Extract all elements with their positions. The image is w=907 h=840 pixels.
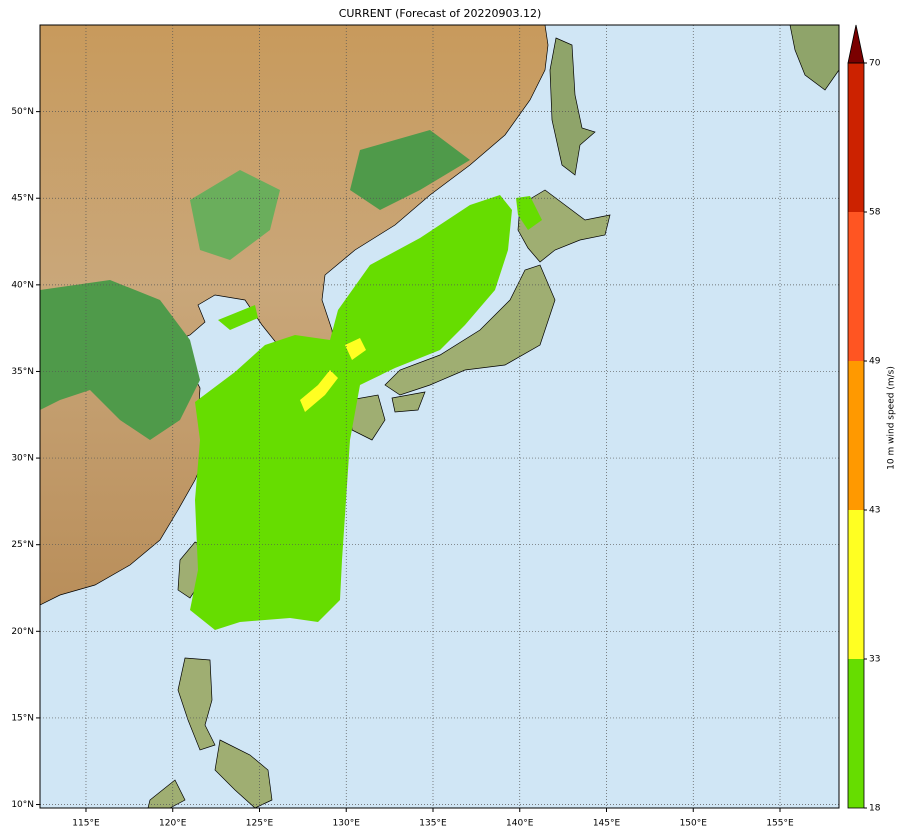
y-tick-label: 45°N (11, 194, 34, 204)
y-tick-label: 30°N (11, 454, 34, 464)
colorbar: 18 33 43 49 58 70 (847, 24, 881, 814)
x-tick-label: 135°E (419, 819, 447, 829)
colorbar-extension (847, 24, 865, 64)
colorbar-label: 10 m wind speed (m/s) (887, 366, 897, 470)
x-tick-label: 150°E (680, 819, 708, 829)
map-title: CURRENT (Forecast of 20220903.12) (339, 7, 542, 20)
lowland (190, 170, 280, 260)
x-tick-label: 130°E (333, 819, 361, 829)
wind-peak (300, 370, 338, 412)
colorbar-tick-label: 33 (869, 655, 880, 665)
x-tick-label: 115°E (72, 819, 100, 829)
luzon (177, 657, 216, 751)
x-tick-label: 120°E (159, 819, 187, 829)
colorbar-segment (848, 510, 864, 659)
sakhalin (549, 37, 596, 176)
wind-field (190, 195, 542, 630)
colorbar-segment (848, 212, 864, 361)
kamchatka (789, 25, 839, 91)
colorbar-tick-label: 18 (869, 804, 881, 814)
map-frame (39, 24, 840, 809)
wind-area (190, 195, 512, 630)
lowland (350, 130, 470, 210)
x-tick-label: 155°E (766, 819, 794, 829)
x-tick-label: 140°E (506, 819, 534, 829)
colorbar-segment (848, 63, 864, 212)
wind-area (218, 305, 258, 330)
x-tick-label: 145°E (593, 819, 621, 829)
visayas (214, 739, 273, 808)
y-tick-label: 20°N (11, 627, 34, 637)
colorbar-tick-label: 43 (869, 506, 880, 516)
colorbar-segment (848, 659, 864, 808)
shikoku (391, 391, 426, 413)
y-tick-label: 10°N (11, 800, 34, 810)
colorbar-segment (848, 361, 864, 510)
y-tick-label: 25°N (11, 540, 34, 550)
mindanao (147, 779, 186, 808)
y-tick-label: 50°N (11, 107, 34, 117)
graticule (40, 25, 839, 808)
hokkaido (517, 189, 611, 263)
wind-peak (345, 338, 366, 360)
wind-area (516, 196, 542, 230)
colorbar-tick-label: 58 (869, 208, 881, 218)
y-tick-label: 15°N (11, 713, 34, 723)
x-tick-label: 125°E (246, 819, 274, 829)
honshu (384, 264, 556, 396)
colorbar-frame (847, 62, 865, 809)
lowland (40, 280, 200, 440)
colorbar-tick-label: 49 (869, 357, 881, 367)
colorbar-tick-label: 70 (869, 59, 881, 69)
y-tick-label: 40°N (11, 280, 34, 290)
land (40, 25, 839, 808)
y-tick-label: 35°N (11, 367, 34, 377)
